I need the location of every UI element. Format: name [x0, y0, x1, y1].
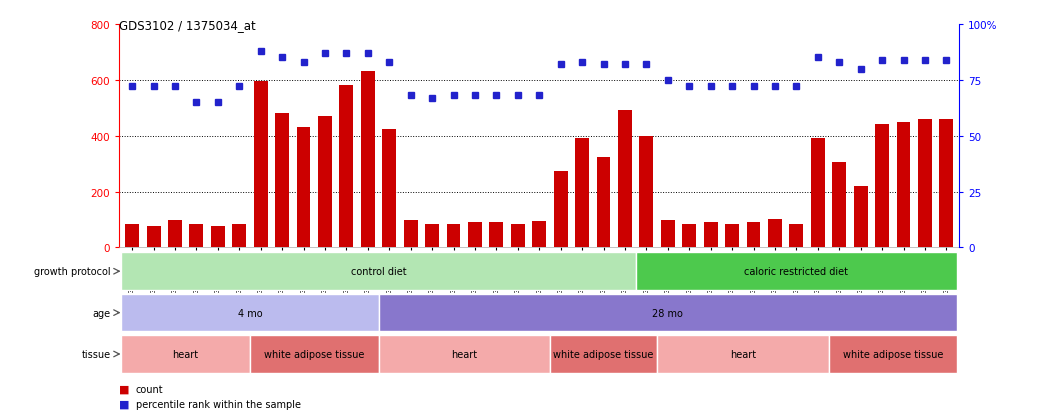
- Bar: [339, 86, 354, 248]
- Text: ■: ■: [119, 399, 130, 409]
- Text: growth protocol: growth protocol: [34, 266, 111, 277]
- Text: control diet: control diet: [351, 266, 407, 277]
- Bar: [447, 225, 460, 248]
- Bar: [146, 226, 161, 248]
- Bar: [121, 294, 379, 332]
- Bar: [897, 122, 910, 248]
- Bar: [468, 222, 482, 248]
- Bar: [747, 222, 760, 248]
- Bar: [379, 335, 550, 373]
- Bar: [232, 225, 246, 248]
- Text: white adipose tissue: white adipose tissue: [264, 349, 364, 359]
- Bar: [918, 120, 932, 248]
- Bar: [768, 220, 782, 248]
- Bar: [682, 225, 696, 248]
- Text: ■: ■: [119, 384, 130, 394]
- Bar: [833, 163, 846, 248]
- Bar: [725, 225, 739, 248]
- Text: heart: heart: [730, 349, 756, 359]
- Text: age: age: [92, 308, 111, 318]
- Text: percentile rank within the sample: percentile rank within the sample: [136, 399, 301, 409]
- Bar: [640, 136, 653, 248]
- Bar: [550, 335, 657, 373]
- Bar: [250, 335, 379, 373]
- Text: heart: heart: [451, 349, 477, 359]
- Bar: [168, 221, 181, 248]
- Bar: [596, 157, 611, 248]
- Bar: [121, 335, 250, 373]
- Bar: [576, 139, 589, 248]
- Bar: [211, 226, 225, 248]
- Bar: [489, 223, 503, 248]
- Bar: [190, 224, 203, 248]
- Bar: [811, 139, 824, 248]
- Bar: [403, 221, 418, 248]
- Bar: [297, 128, 310, 248]
- Text: 28 mo: 28 mo: [652, 308, 683, 318]
- Bar: [361, 72, 374, 248]
- Bar: [789, 224, 804, 248]
- Bar: [275, 114, 289, 248]
- Bar: [657, 335, 829, 373]
- Bar: [532, 221, 546, 248]
- Bar: [875, 125, 889, 248]
- Text: heart: heart: [172, 349, 199, 359]
- Bar: [704, 222, 718, 248]
- Bar: [940, 120, 953, 248]
- Bar: [318, 117, 332, 248]
- Text: caloric restricted diet: caloric restricted diet: [745, 266, 848, 277]
- Bar: [125, 224, 139, 248]
- Bar: [829, 335, 957, 373]
- Bar: [636, 253, 957, 290]
- Bar: [254, 82, 268, 248]
- Text: count: count: [136, 384, 164, 394]
- Bar: [425, 225, 439, 248]
- Bar: [853, 187, 868, 248]
- Text: tissue: tissue: [82, 349, 111, 359]
- Bar: [383, 129, 396, 248]
- Text: GDS3102 / 1375034_at: GDS3102 / 1375034_at: [119, 19, 256, 31]
- Text: white adipose tissue: white adipose tissue: [554, 349, 653, 359]
- Bar: [121, 253, 636, 290]
- Bar: [554, 171, 567, 248]
- Text: white adipose tissue: white adipose tissue: [843, 349, 943, 359]
- Bar: [618, 111, 632, 248]
- Text: 4 mo: 4 mo: [237, 308, 262, 318]
- Bar: [379, 294, 957, 332]
- Bar: [661, 221, 675, 248]
- Bar: [511, 224, 525, 248]
